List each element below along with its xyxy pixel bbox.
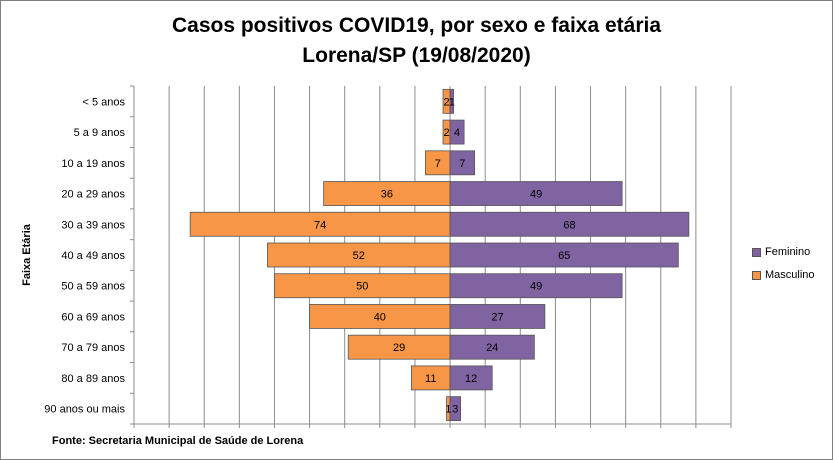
legend-label-masculino: Masculino xyxy=(765,269,815,281)
legend-label-feminino: Feminino xyxy=(765,246,811,258)
category-label: 40 a 49 anos xyxy=(61,250,125,262)
bar-masculino xyxy=(309,304,451,329)
category-label: 50 a 59 anos xyxy=(61,281,125,293)
data-label-masculino: 2 xyxy=(443,127,449,139)
data-label-feminino: 27 xyxy=(491,311,503,323)
category-label: 10 a 19 anos xyxy=(61,158,125,170)
data-label-feminino: 3 xyxy=(452,404,458,416)
bar-feminino xyxy=(449,119,465,145)
bar-feminino xyxy=(449,273,623,299)
category-label: 5 a 9 anos xyxy=(74,127,126,139)
data-label-masculino: 40 xyxy=(374,311,386,323)
data-label-masculino: 1 xyxy=(445,404,451,416)
data-label-masculino: 36 xyxy=(381,189,393,201)
bar-feminino xyxy=(449,211,690,237)
bar-feminino xyxy=(449,181,623,206)
data-label-masculino: 74 xyxy=(314,219,326,231)
legend-item-feminino: Feminino xyxy=(752,246,810,258)
legend-item-masculino: Masculino xyxy=(752,269,815,281)
data-label-masculino: 50 xyxy=(356,281,368,293)
data-label-feminino: 68 xyxy=(563,219,575,231)
bar-feminino xyxy=(449,396,461,422)
data-label-feminino: 12 xyxy=(465,373,477,385)
data-label-masculino: 29 xyxy=(393,342,405,354)
category-label: 80 a 89 anos xyxy=(61,373,125,385)
bar-feminino xyxy=(449,150,476,176)
category-label: 30 a 39 anos xyxy=(61,219,125,231)
bar-feminino xyxy=(449,242,679,268)
source-note: Fonte: Secretaria Municipal de Saúde de … xyxy=(52,435,304,447)
bar-masculino xyxy=(274,273,451,299)
bar-feminino xyxy=(449,304,546,329)
data-label-feminino: 1 xyxy=(449,96,455,108)
data-label-feminino: 49 xyxy=(530,189,542,201)
data-label-feminino: 65 xyxy=(558,250,570,262)
category-label: 20 a 29 anos xyxy=(61,189,125,201)
chart-title: Casos positivos COVID19, por sexo e faix… xyxy=(171,14,662,37)
category-label: 90 anos ou mais xyxy=(44,404,125,416)
category-label: 60 a 69 anos xyxy=(61,311,125,323)
bar-masculino xyxy=(347,334,451,360)
category-label: < 5 anos xyxy=(82,96,125,108)
bar-feminino xyxy=(449,365,493,391)
data-label-masculino: 2 xyxy=(443,96,449,108)
chart-subtitle: Lorena/SP (19/08/2020) xyxy=(302,44,531,67)
bar-feminino xyxy=(449,88,454,114)
bar-masculino xyxy=(189,211,451,237)
bar-feminino xyxy=(449,334,535,360)
data-label-masculino: 11 xyxy=(425,373,436,385)
legend-swatch-masculino xyxy=(752,270,761,280)
bar-masculino xyxy=(411,365,451,391)
data-label-masculino: 52 xyxy=(353,250,365,262)
data-label-masculino: 7 xyxy=(435,158,441,170)
data-label-feminino: 49 xyxy=(530,281,542,293)
data-label-feminino: 24 xyxy=(486,342,498,354)
legend-swatch-feminino xyxy=(752,247,761,257)
data-label-feminino: 4 xyxy=(454,127,460,139)
category-label: 70 a 79 anos xyxy=(61,342,125,354)
y-axis-label: Faixa Etária xyxy=(21,224,33,286)
bar-masculino xyxy=(267,242,451,268)
data-label-feminino: 7 xyxy=(459,158,465,170)
bar-masculino xyxy=(323,181,451,206)
